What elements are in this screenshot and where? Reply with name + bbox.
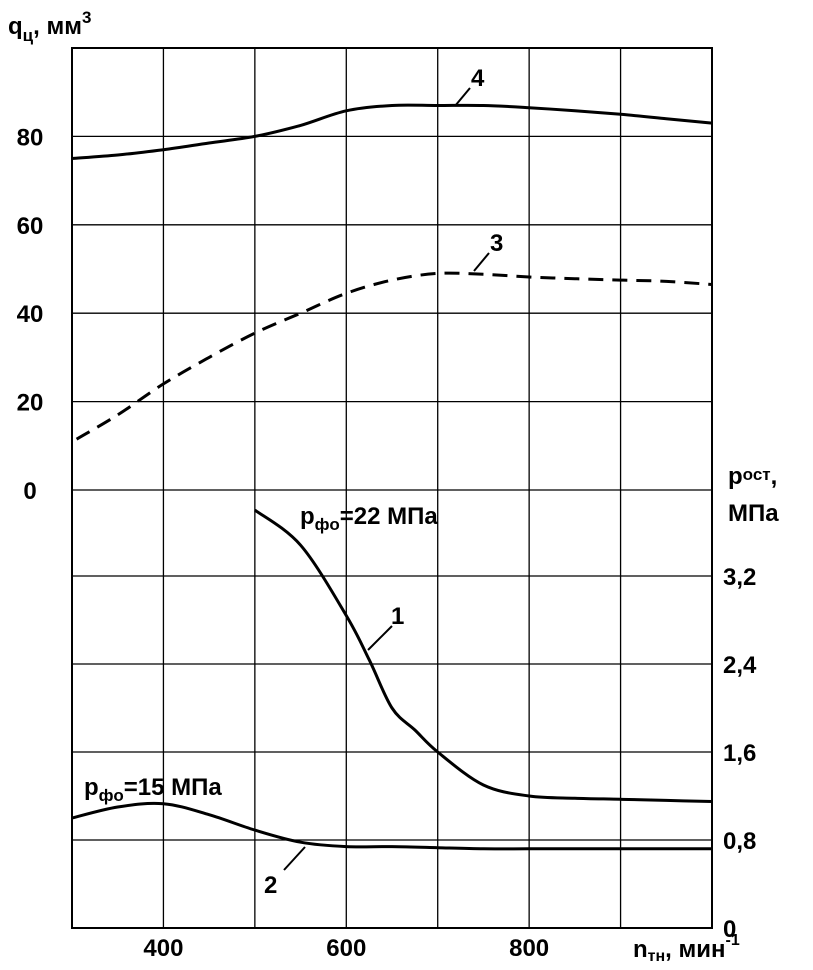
series-line-4 [71,103,713,160]
y-left-tick-label: 40 [17,301,44,328]
x-tick-label: 400 [143,935,183,962]
y-right-tick-label: 1,6 [723,740,756,767]
y-left-tick-label: 0 [23,478,36,505]
series-line-2 [71,801,712,851]
leader-line-3 [473,252,490,272]
y-right-axis-unit: МПа [728,500,779,527]
y-right-axis-title: pост, [728,463,777,490]
series-line-1 [253,508,713,803]
plot-frame [71,47,713,929]
curve-label-2: 2 [264,872,277,899]
y-right-tick-labels: 0 0,8 1,6 2,4 3,2 [723,564,757,943]
annotation-pressure-22: pфо=22 МПа [300,503,438,534]
y-right-tick-label: 3,2 [723,564,756,591]
curve-label-1: 1 [391,603,404,630]
leader-line-1 [367,625,393,651]
x-tick-label: 800 [509,935,549,962]
grid-lines [71,48,713,928]
y-left-axis-title: qц, мм3 [8,8,91,45]
series-line-3 [75,271,713,441]
y-left-tick-label: 80 [17,124,44,151]
y-right-tick-label: 0,8 [723,828,756,855]
x-tick-labels: 400 600 800 [143,935,549,962]
x-axis-title: nтн, мин-1 [633,932,740,965]
leader-line-4 [454,87,471,107]
y-left-tick-labels: 0 20 40 60 80 [17,124,44,505]
leader-line-2 [283,846,306,871]
y-left-tick-label: 20 [17,390,44,417]
y-right-tick-label: 0 [723,916,736,943]
series-group [71,103,713,851]
curve-label-4: 4 [471,65,485,92]
curve-label-3: 3 [490,230,503,257]
y-right-tick-label: 2,4 [723,652,757,679]
annotation-pressure-15: pфо=15 МПа [84,774,222,805]
x-tick-label: 600 [326,935,366,962]
y-left-tick-label: 60 [17,213,44,240]
curve-label-leaders [283,87,490,871]
